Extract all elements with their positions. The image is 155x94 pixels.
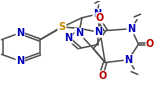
Text: O: O	[98, 71, 106, 81]
Text: O: O	[96, 13, 104, 23]
Text: N: N	[124, 55, 132, 65]
Text: N: N	[93, 9, 101, 19]
Text: N: N	[16, 56, 24, 66]
Text: N: N	[16, 28, 24, 38]
Text: S: S	[58, 22, 65, 32]
Text: N: N	[94, 27, 102, 37]
Text: S: S	[59, 22, 66, 32]
Text: N: N	[75, 28, 83, 38]
Text: O: O	[146, 39, 154, 49]
Text: N: N	[64, 33, 72, 43]
Text: N: N	[127, 24, 135, 34]
